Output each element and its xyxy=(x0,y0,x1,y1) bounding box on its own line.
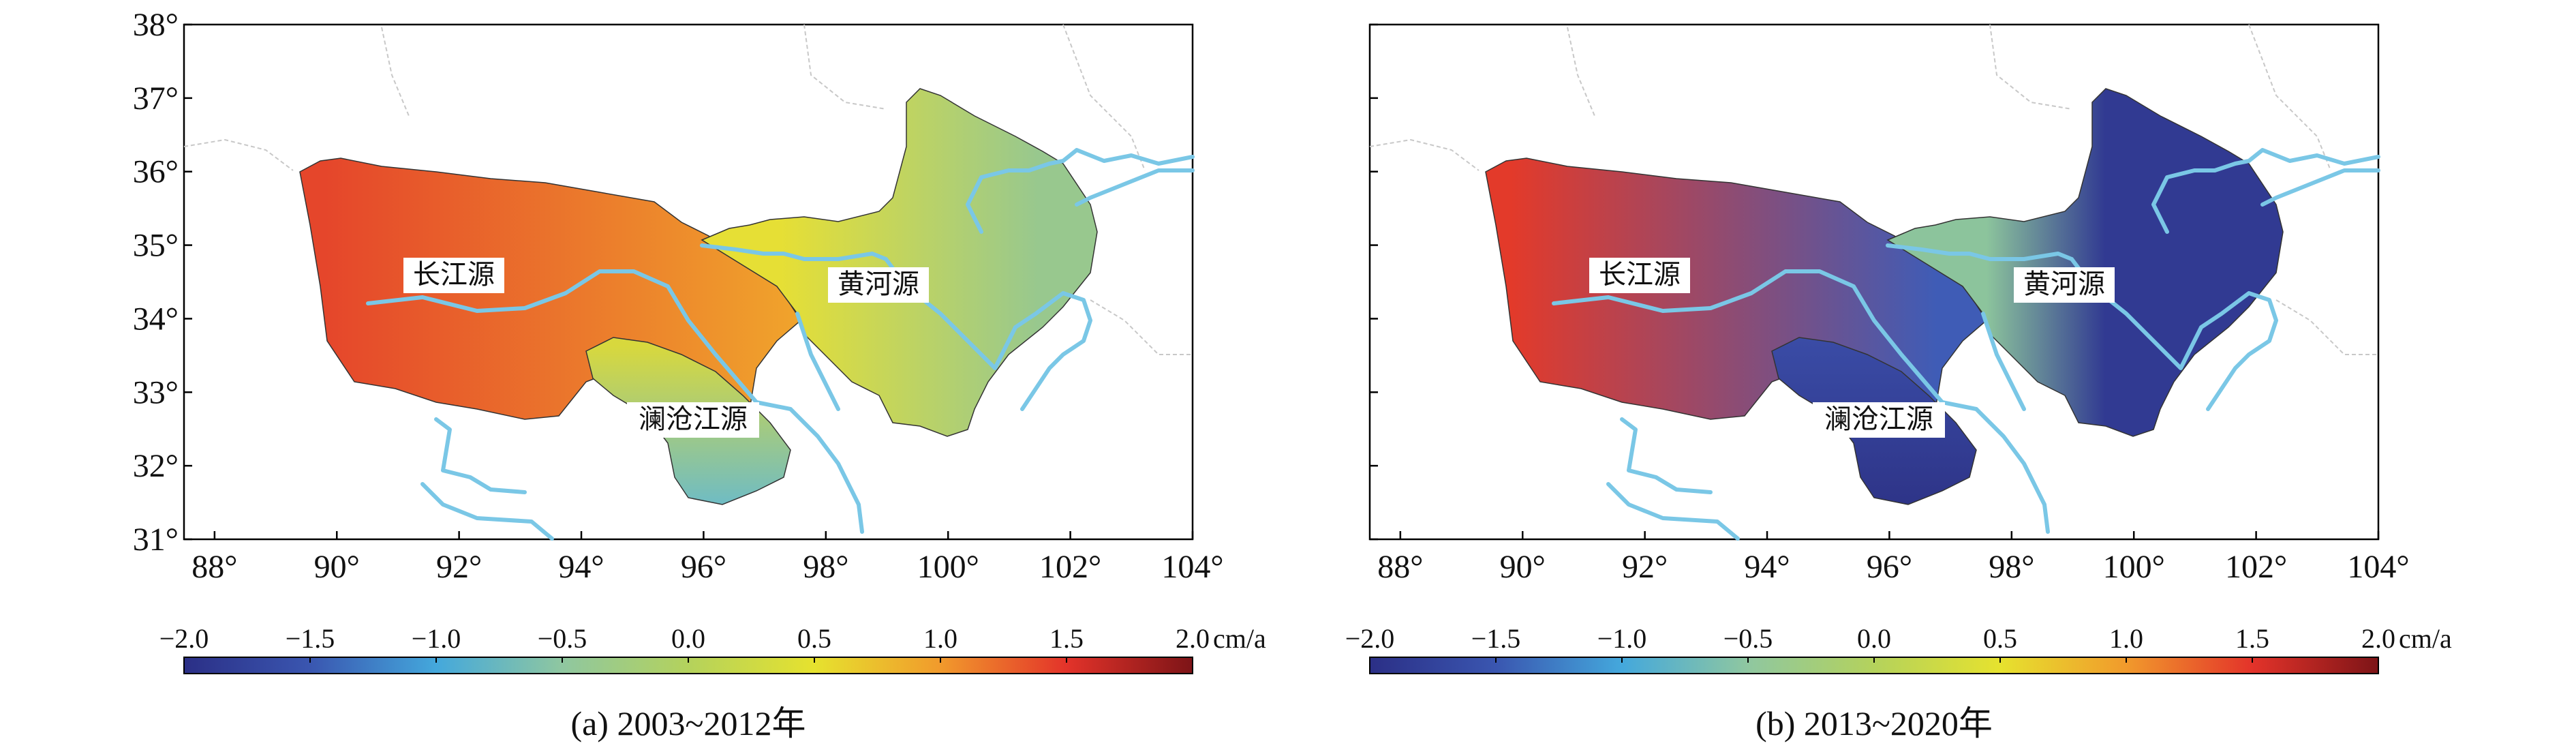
region-labels: 长江源 黄河源 澜沧江源 xyxy=(403,258,929,438)
lon-tick-label: 90° xyxy=(1500,549,1546,585)
river-south-1 xyxy=(1606,482,1740,541)
colorbar-tick-label: 0.5 xyxy=(797,623,831,654)
lon-tick-label: 88° xyxy=(191,549,237,585)
river-tributary xyxy=(1940,400,2050,534)
yellow-source-region xyxy=(1886,88,2284,437)
panel-b: 长江源 黄河源 澜沧江源 88° 90° 92° 94° 96° 98° 100° 102° 1… xyxy=(1368,23,2410,585)
river-yellow-loop xyxy=(2070,257,2278,411)
colorbar-tick-label: 1.0 xyxy=(2109,623,2143,654)
lat-tick-label: 38° xyxy=(133,7,179,43)
lon-tick-label: 102° xyxy=(1039,549,1101,585)
label-yangtze: 长江源 xyxy=(1599,259,1681,290)
lon-tick-label: 102° xyxy=(2225,549,2287,585)
lon-tick-label: 92° xyxy=(436,549,482,585)
colorbar-b: −2.0 −1.5 −1.0 −0.5 0.0 0.5 1.0 1.5 2.0 cm/a xyxy=(1345,623,2452,674)
colorbar-tick-label: 1.5 xyxy=(1049,623,1084,654)
lat-tick-label: 32° xyxy=(133,448,179,484)
river-yellow-north xyxy=(2260,168,2380,207)
river-yellow-east xyxy=(2151,148,2380,234)
lon-tick-label: 88° xyxy=(1377,549,1423,585)
lon-tick-label: 98° xyxy=(1989,549,2034,585)
caption-b: (b) 2013~2020年 xyxy=(1755,704,1993,742)
caption-a: (a) 2003~2012年 xyxy=(570,704,806,742)
colorbar-tick-label: −0.5 xyxy=(1723,623,1773,654)
lon-tick-label: 94° xyxy=(558,549,604,585)
lon-tick-label: 90° xyxy=(314,549,360,585)
river-lancang-lower xyxy=(434,417,527,494)
colorbar-tick-label: 2.0 xyxy=(1176,623,1210,654)
colorbar-tick-label: −0.5 xyxy=(538,623,587,654)
river-yellow-east xyxy=(966,148,1195,234)
river-yellow xyxy=(700,243,888,261)
axis-ticks: 88° 90° 92° 94° 96° 98° 100° 102° 104° xyxy=(1370,23,2410,585)
colorbar-unit: cm/a xyxy=(1213,623,1266,654)
river-yellow xyxy=(1886,243,2074,261)
lon-tick-label: 96° xyxy=(681,549,726,585)
axis-ticks: 38° 37° 36° 35° 34° 33° 32° 31° 88° 90° 92° 94° 96° 9… xyxy=(133,7,1224,585)
colorbar-tick-label: −2.0 xyxy=(159,623,209,654)
colorbar-tick-label: −1.5 xyxy=(1471,623,1521,654)
colorbar-tick-label: 0.0 xyxy=(671,623,705,654)
label-yellow: 黄河源 xyxy=(838,269,919,300)
colorbar-tick-label: 0.5 xyxy=(1983,623,2017,654)
colorbar-tick-label: −2.0 xyxy=(1345,623,1395,654)
colorbar-tick-label: 2.0 xyxy=(2361,623,2395,654)
rivers xyxy=(366,148,1195,541)
lon-tick-label: 104° xyxy=(2347,549,2409,585)
colorbar-tick-label: 1.5 xyxy=(2235,623,2269,654)
colorbar-tick-label: −1.5 xyxy=(286,623,335,654)
river-tributary xyxy=(754,400,864,534)
river-south-2 xyxy=(795,312,840,411)
river-yangtze xyxy=(1552,269,1944,404)
colorbar-tick-label: −1.0 xyxy=(412,623,461,654)
label-lancang: 澜沧江源 xyxy=(639,404,748,435)
lon-tick-label: 98° xyxy=(803,549,848,585)
lat-tick-label: 34° xyxy=(133,301,179,337)
lon-tick-label: 92° xyxy=(1622,549,1668,585)
rivers xyxy=(1552,148,2380,541)
river-south-1 xyxy=(420,482,554,541)
lat-tick-label: 36° xyxy=(133,154,179,190)
river-yellow-loop xyxy=(884,257,1092,411)
river-south-2 xyxy=(1981,312,2026,411)
yellow-source-region xyxy=(701,88,1098,437)
river-yellow-north xyxy=(1075,168,1195,207)
label-yellow: 黄河源 xyxy=(2023,269,2105,300)
lon-tick-label: 104° xyxy=(1161,549,1223,585)
colorbar-tick-label: −1.0 xyxy=(1597,623,1647,654)
lat-tick-label: 37° xyxy=(133,80,179,117)
label-lancang: 澜沧江源 xyxy=(1824,404,1933,435)
lon-tick-label: 94° xyxy=(1744,549,1790,585)
label-yangtze: 长江源 xyxy=(413,259,495,290)
lon-tick-label: 100° xyxy=(2103,549,2165,585)
region-labels: 长江源 黄河源 澜沧江源 xyxy=(1589,258,2115,438)
colorbar-a: −2.0 −1.5 −1.0 −0.5 0.0 0.5 1.0 1.5 2.0 cm/a xyxy=(159,623,1266,674)
lat-tick-label: 33° xyxy=(133,374,179,410)
colorbar-tick-label: 0.0 xyxy=(1857,623,1891,654)
river-lancang-lower xyxy=(1620,417,1713,494)
lat-tick-label: 31° xyxy=(133,522,179,558)
colorbar-unit: cm/a xyxy=(2399,623,2452,654)
colorbar-tick-label: 1.0 xyxy=(923,623,957,654)
lat-tick-label: 35° xyxy=(133,228,179,264)
lon-tick-label: 100° xyxy=(917,549,979,585)
river-yangtze xyxy=(366,269,758,404)
panel-a: 长江源 黄河源 澜沧江源 38° 37° 36° 35° 34° 33° 32° 31° 88°… xyxy=(133,7,1224,585)
lon-tick-label: 96° xyxy=(1867,549,1912,585)
